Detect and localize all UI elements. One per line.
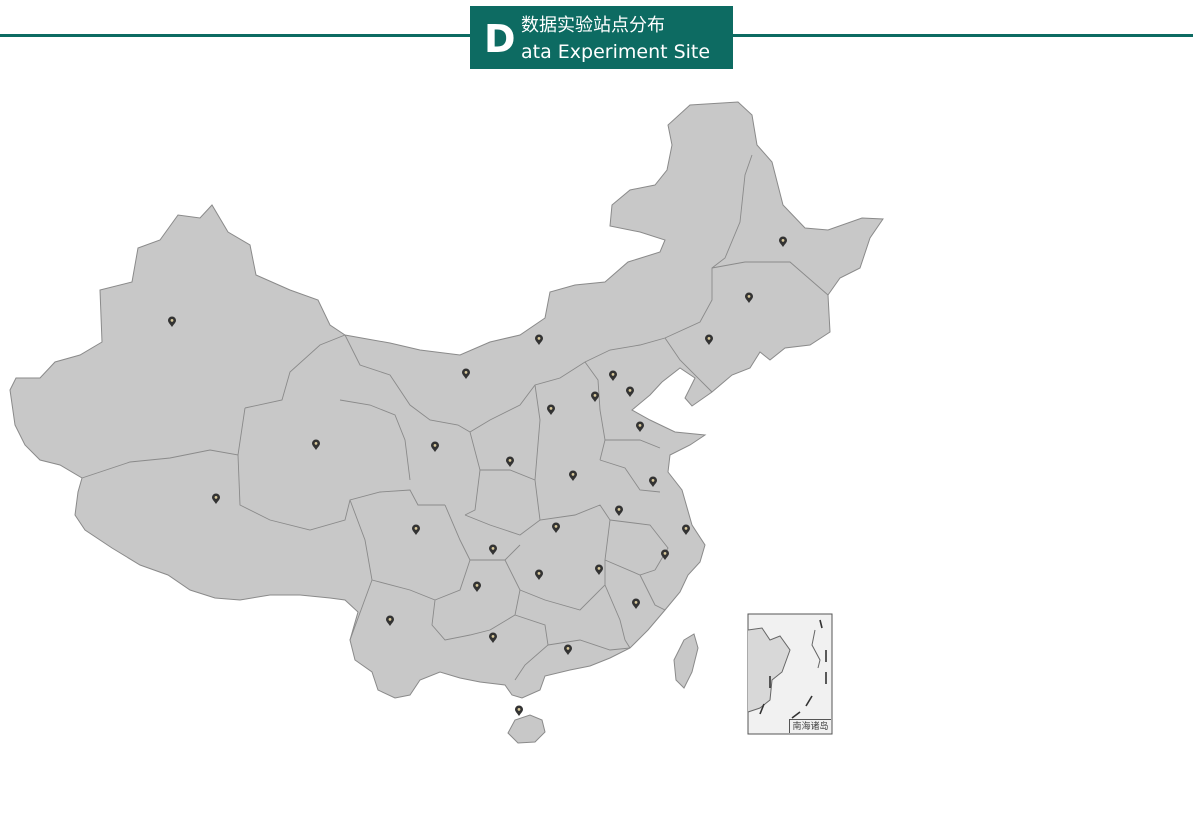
map-pin-icon bbox=[564, 644, 572, 655]
map-pin-icon bbox=[515, 705, 523, 716]
map-pin-icon bbox=[626, 386, 634, 397]
map-pin-icon bbox=[473, 581, 481, 592]
map-pin-icon bbox=[462, 368, 470, 379]
map-pin-icon bbox=[591, 391, 599, 402]
map-pin-icon bbox=[312, 439, 320, 450]
hainan-island bbox=[507, 714, 546, 744]
title-initial: D bbox=[484, 17, 516, 61]
map-pin-icon bbox=[168, 316, 176, 327]
map-pin-icon bbox=[649, 476, 657, 487]
province-boundaries bbox=[81, 154, 829, 681]
map-pin-icon bbox=[609, 370, 617, 381]
map-pin-icon bbox=[636, 421, 644, 432]
map-pin-icon bbox=[632, 598, 640, 609]
title-chinese: 数据实验站点分布 bbox=[521, 15, 665, 36]
map-pin-icon bbox=[615, 505, 623, 516]
title-english: ata Experiment Site bbox=[521, 41, 711, 63]
map-pin-icon bbox=[535, 334, 543, 345]
map-pin-icon bbox=[489, 632, 497, 643]
map-pin-icon bbox=[745, 292, 753, 303]
south-china-sea-inset bbox=[747, 613, 833, 735]
map-pin-icon bbox=[595, 564, 603, 575]
map-pin-icon bbox=[535, 569, 543, 580]
map-pin-icon bbox=[489, 544, 497, 555]
site-markers bbox=[168, 236, 787, 716]
map-pin-icon bbox=[661, 549, 669, 560]
inset-label: 南海诸岛 bbox=[789, 719, 831, 733]
map-pin-icon bbox=[779, 236, 787, 247]
map-pin-icon bbox=[569, 470, 577, 481]
map-pin-icon bbox=[547, 404, 555, 415]
map-pin-icon bbox=[705, 334, 713, 345]
map-pin-icon bbox=[552, 522, 560, 533]
map-pin-icon bbox=[506, 456, 514, 467]
mainland-outline bbox=[9, 101, 884, 699]
title-banner: D 数据实验站点分布 ata Experiment Site bbox=[470, 6, 733, 69]
taiwan-island bbox=[673, 633, 699, 689]
map-pin-icon bbox=[412, 524, 420, 535]
map-pin-icon bbox=[682, 524, 690, 535]
map-pin-icon bbox=[212, 493, 220, 504]
map-pin-icon bbox=[431, 441, 439, 452]
map-pin-icon bbox=[386, 615, 394, 626]
